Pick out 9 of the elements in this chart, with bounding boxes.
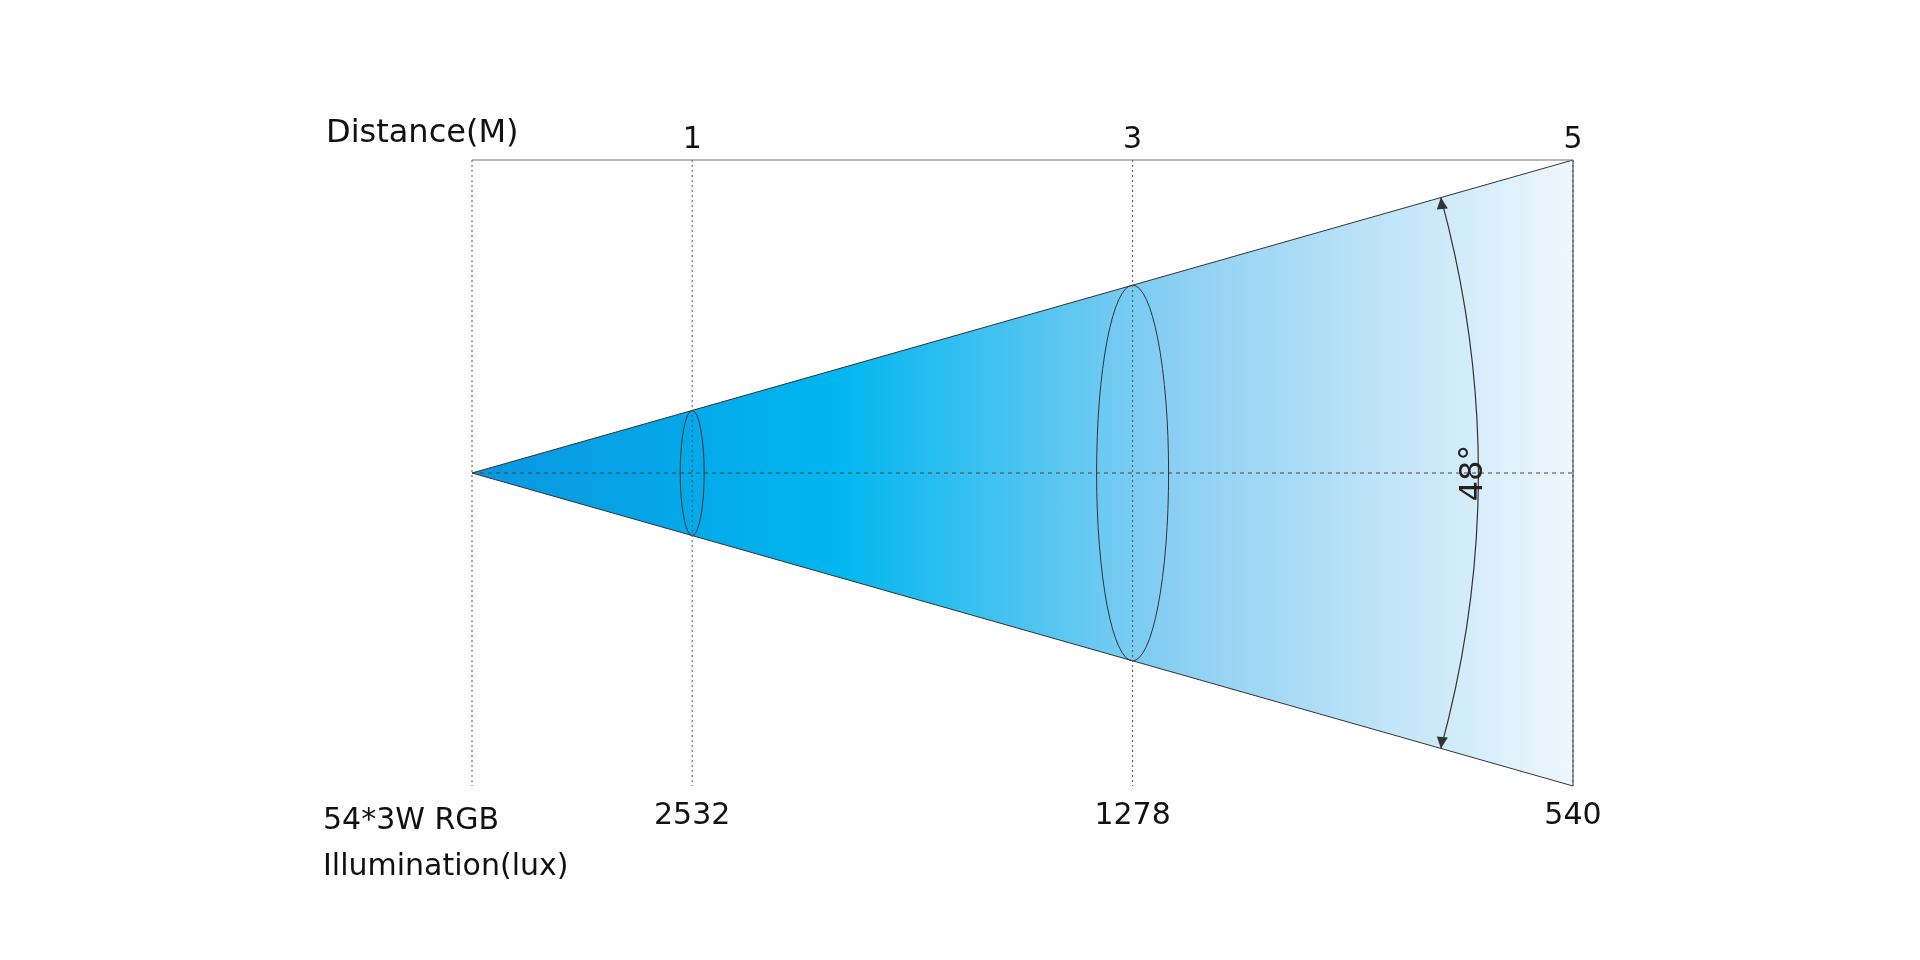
category-label: 3 — [1123, 120, 1143, 155]
text: Distance(M) — [326, 112, 519, 150]
category-label: 1 — [682, 120, 702, 155]
data-label: 540 — [1544, 796, 1602, 831]
data-label: 1278 — [1094, 796, 1171, 831]
data-label: 2532 — [654, 796, 731, 831]
text: 54*3W RGB Illumination(lux) — [323, 800, 570, 884]
text: 48° — [1451, 444, 1490, 502]
category-label: 5 — [1563, 120, 1583, 155]
